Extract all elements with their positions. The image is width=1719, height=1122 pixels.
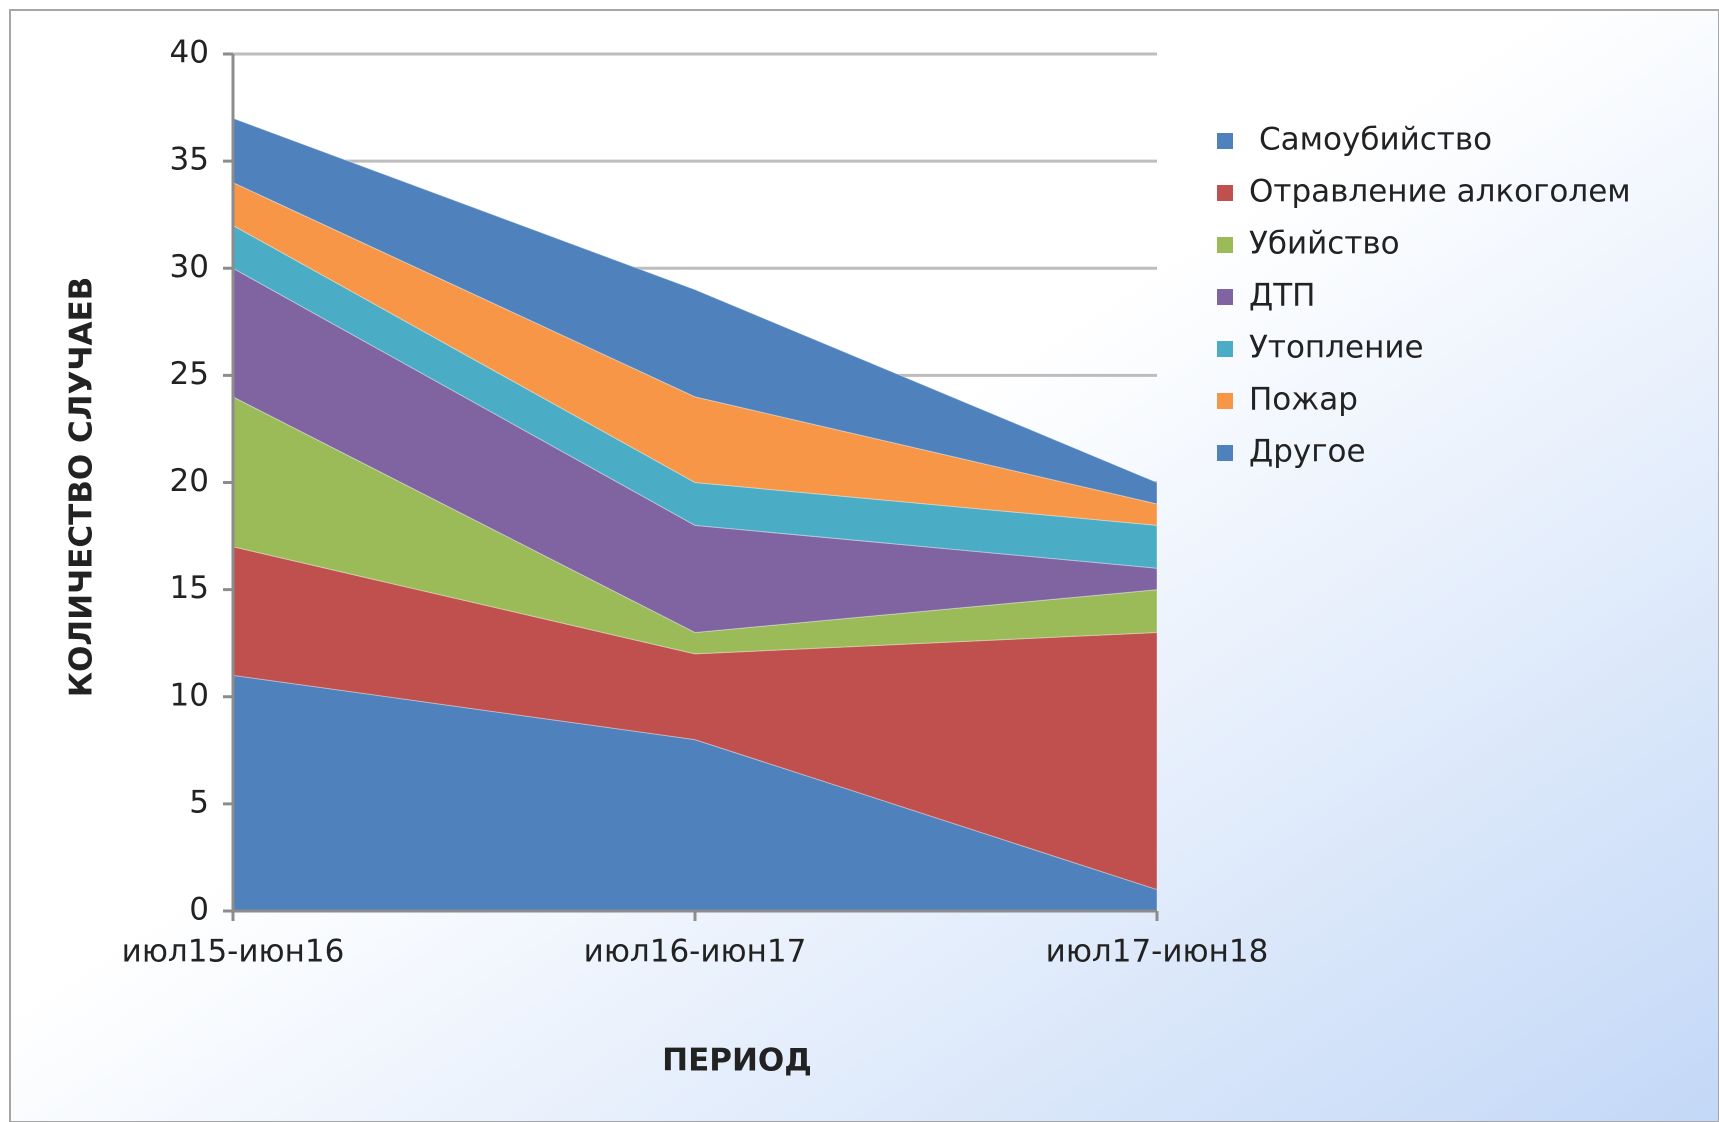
- legend-swatch: [1217, 237, 1233, 253]
- y-tick-label: 0: [189, 892, 209, 928]
- y-tick-label: 20: [170, 463, 209, 499]
- legend-swatch: [1217, 393, 1233, 409]
- y-tick-label: 15: [170, 570, 209, 606]
- legend-swatch: [1217, 289, 1233, 305]
- legend-label: Убийство: [1249, 226, 1400, 262]
- legend-label: Отравление алкоголем: [1249, 174, 1631, 210]
- legend-swatch: [1217, 185, 1233, 201]
- legend-swatch: [1217, 445, 1233, 461]
- legend-swatch: [1217, 133, 1233, 149]
- y-tick-label: 40: [170, 35, 209, 71]
- x-tick-label: июл15-июн16: [122, 934, 345, 970]
- y-axis-title: КОЛИЧЕСТВО СЛУЧАЕВ: [64, 277, 100, 698]
- legend-swatch: [1217, 341, 1233, 357]
- legend-label: Пожар: [1249, 382, 1358, 418]
- legend-label: ДТП: [1249, 278, 1315, 314]
- x-tick-label: июл16-июн17: [584, 934, 807, 970]
- y-tick-label: 25: [170, 356, 209, 392]
- y-tick-label: 30: [170, 249, 209, 285]
- legend-label: Самоубийство: [1259, 122, 1492, 158]
- x-axis-title: ПЕРИОД: [662, 1043, 812, 1079]
- legend-label: Другое: [1249, 434, 1366, 470]
- y-tick-label: 5: [189, 784, 209, 820]
- legend-label: Утопление: [1249, 330, 1424, 366]
- x-tick-label: июл17-июн18: [1046, 934, 1269, 970]
- y-tick-label: 35: [170, 142, 209, 178]
- y-tick-label: 10: [170, 677, 209, 713]
